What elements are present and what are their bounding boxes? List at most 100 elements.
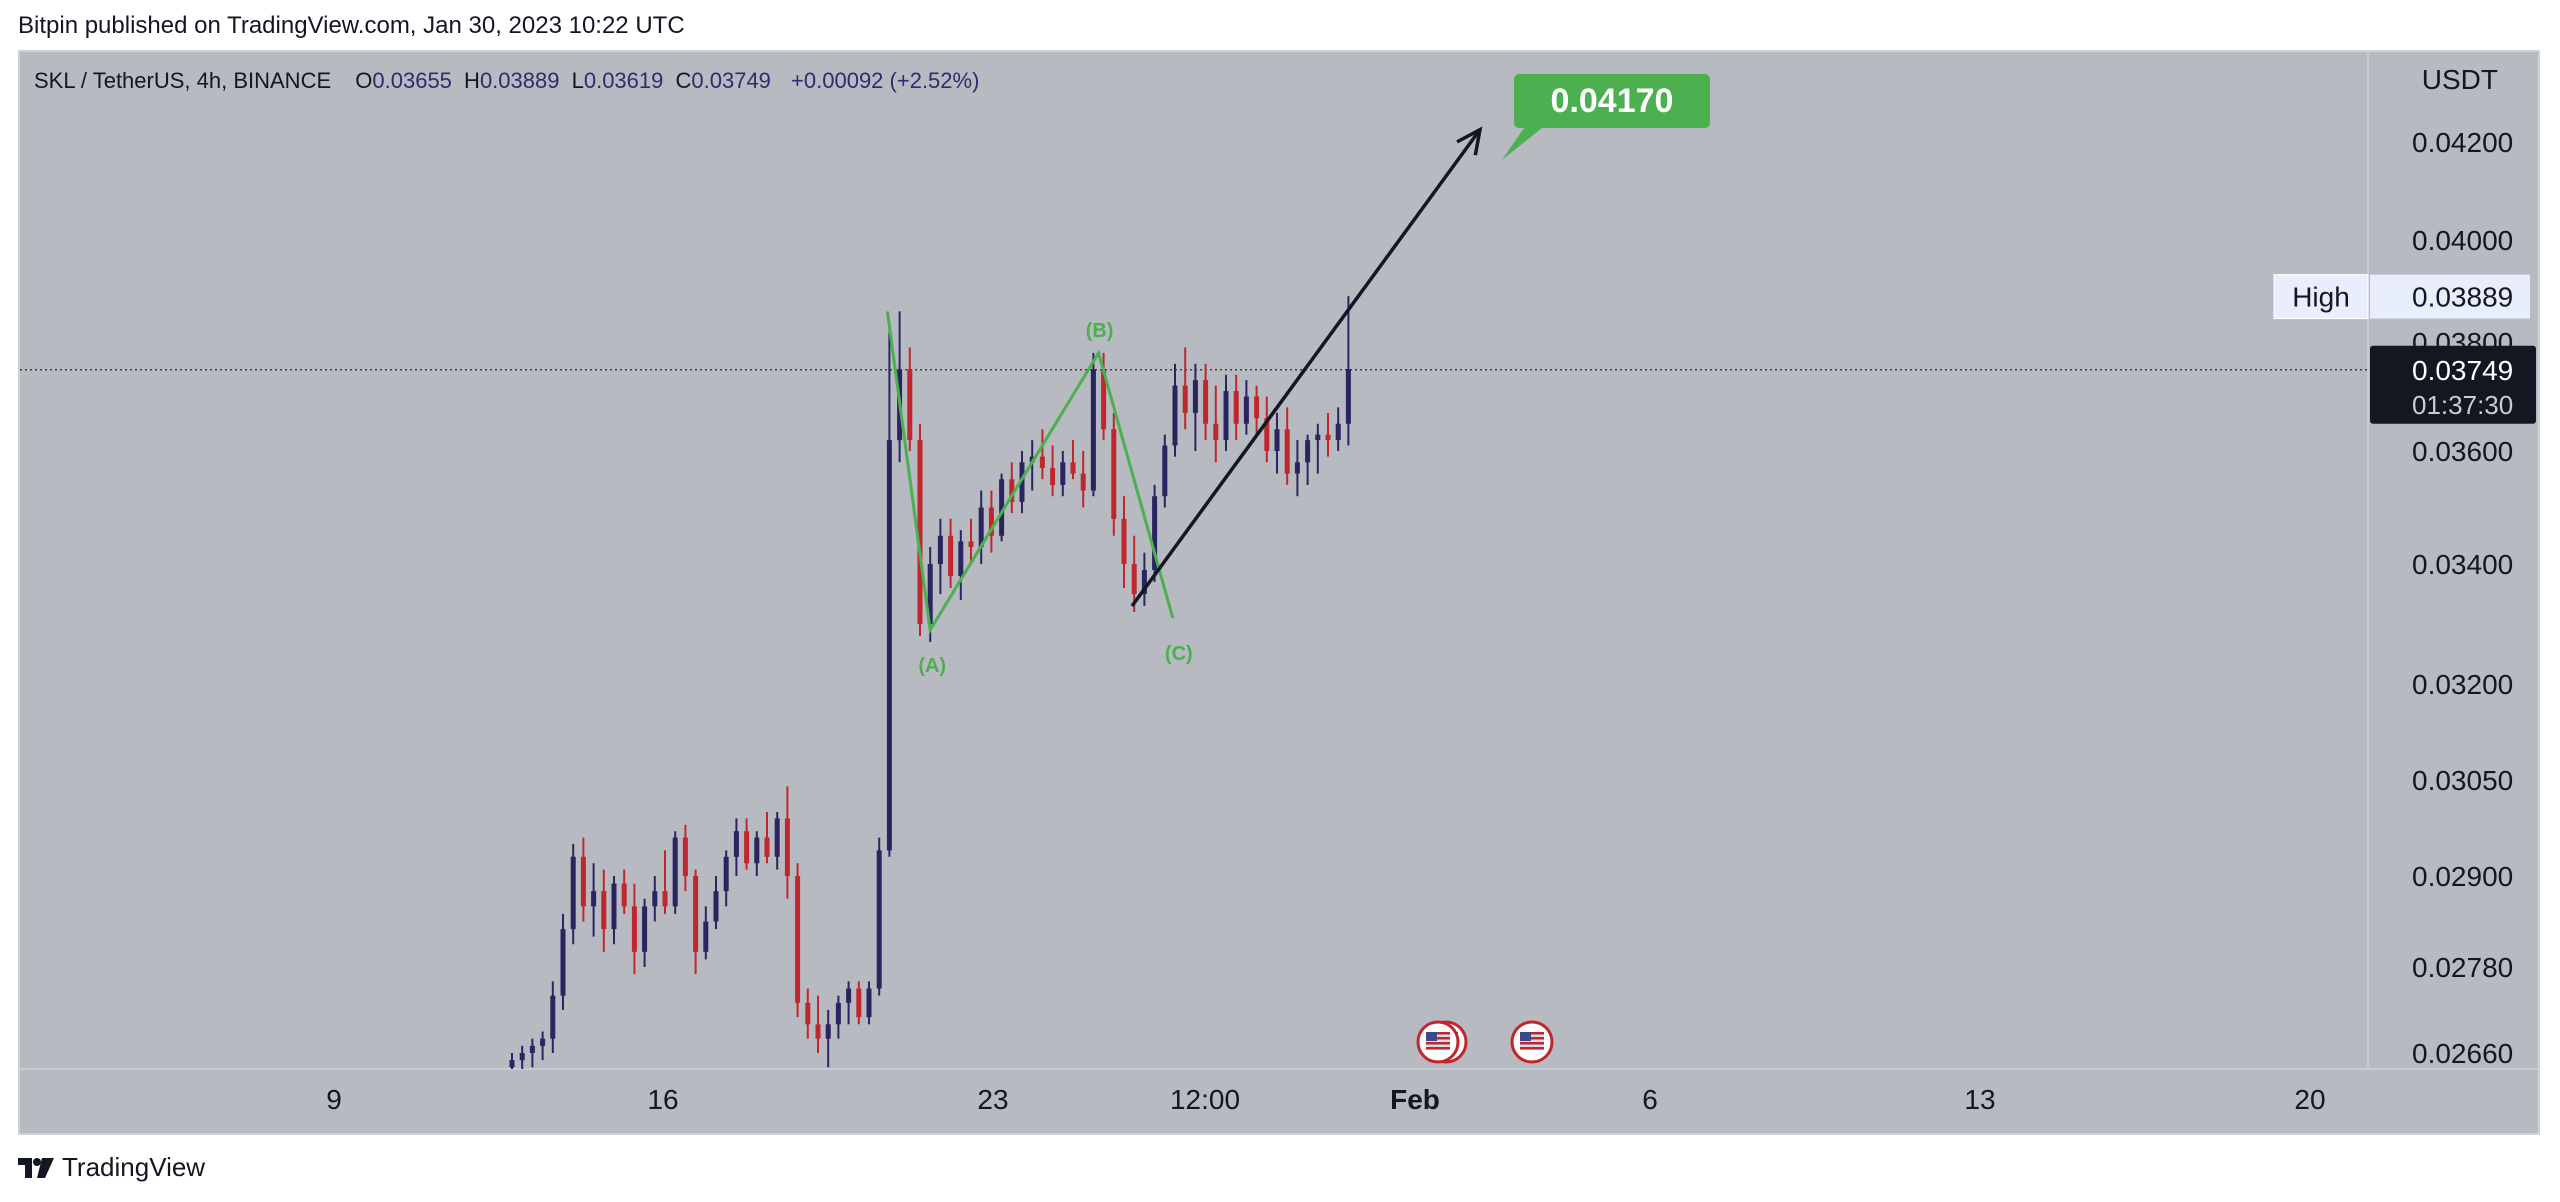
- candle[interactable]: [754, 831, 760, 876]
- candle[interactable]: [937, 518, 943, 594]
- candle[interactable]: [958, 530, 964, 600]
- candle[interactable]: [1233, 374, 1239, 441]
- tradingview-brand-text: TradingView: [62, 1152, 206, 1182]
- candle[interactable]: [1223, 374, 1229, 451]
- candle[interactable]: [835, 995, 841, 1039]
- candle[interactable]: [1203, 363, 1209, 441]
- candle[interactable]: [1121, 496, 1127, 588]
- candle[interactable]: [570, 844, 576, 945]
- candle[interactable]: [621, 869, 627, 914]
- candle[interactable]: [672, 831, 678, 914]
- candle[interactable]: [978, 490, 984, 564]
- forecast-arrow-line: [1130, 128, 1482, 608]
- candle[interactable]: [1192, 363, 1198, 451]
- candle-body: [846, 988, 852, 1003]
- candle-body: [1203, 380, 1209, 424]
- candle[interactable]: [1345, 296, 1351, 446]
- candle[interactable]: [1019, 451, 1025, 514]
- candle[interactable]: [1315, 423, 1321, 474]
- candle[interactable]: [1335, 407, 1341, 451]
- candle[interactable]: [723, 850, 729, 907]
- candle[interactable]: [1060, 451, 1066, 497]
- candle[interactable]: [876, 837, 882, 996]
- candle[interactable]: [631, 883, 637, 975]
- candle[interactable]: [1172, 363, 1178, 457]
- candle[interactable]: [1141, 552, 1147, 606]
- candle[interactable]: [733, 818, 739, 876]
- candle[interactable]: [907, 347, 913, 451]
- candle[interactable]: [1050, 445, 1056, 497]
- candle[interactable]: [856, 981, 862, 1025]
- candle[interactable]: [805, 988, 811, 1039]
- candle[interactable]: [1243, 380, 1249, 435]
- candle[interactable]: [968, 518, 974, 564]
- candle[interactable]: [540, 1031, 546, 1061]
- candle-body: [1090, 369, 1096, 491]
- candle[interactable]: [580, 837, 586, 922]
- us-flag-event-icon[interactable]: [1416, 1020, 1460, 1064]
- candle[interactable]: [784, 786, 790, 899]
- candle[interactable]: [1305, 434, 1311, 485]
- tradingview-logo[interactable]: TradingView: [18, 1152, 205, 1183]
- candle[interactable]: [1080, 451, 1086, 508]
- candle-body: [1070, 462, 1076, 474]
- candle[interactable]: [1152, 484, 1158, 582]
- wave-label: (B): [1086, 320, 1114, 342]
- candle[interactable]: [550, 981, 556, 1053]
- candle[interactable]: [591, 863, 597, 937]
- candle-body: [988, 507, 994, 536]
- candle[interactable]: [509, 1053, 515, 1082]
- open-label: O: [355, 68, 373, 93]
- candlestick-chart[interactable]: (A)(B)(C)0.041700.042000.040000.038000.0…: [20, 52, 2538, 1133]
- candle[interactable]: [642, 898, 648, 967]
- last-price-tag-box: [2370, 345, 2536, 424]
- candle[interactable]: [886, 331, 892, 857]
- candle-body: [529, 1045, 535, 1053]
- candle[interactable]: [1213, 385, 1219, 463]
- candle[interactable]: [1254, 385, 1260, 435]
- us-flag-event-icon[interactable]: [1510, 1020, 1554, 1064]
- candle[interactable]: [795, 863, 801, 1018]
- candle[interactable]: [601, 869, 607, 952]
- candle[interactable]: [815, 995, 821, 1053]
- candle[interactable]: [948, 518, 954, 588]
- candle[interactable]: [744, 818, 750, 870]
- chart-area[interactable]: (A) (B) (C) 0.04170 0.04200 0.04000 0.03800 0.0…: [18, 50, 2540, 1135]
- candle[interactable]: [917, 423, 923, 636]
- candle[interactable]: [1182, 347, 1188, 430]
- candle[interactable]: [1111, 412, 1117, 536]
- candle[interactable]: [999, 473, 1005, 542]
- candle[interactable]: [866, 981, 872, 1025]
- candle[interactable]: [652, 876, 658, 922]
- candle[interactable]: [1090, 352, 1096, 497]
- candle[interactable]: [1162, 434, 1168, 508]
- candle-body: [744, 831, 750, 864]
- candle[interactable]: [703, 906, 709, 960]
- candle-body: [1305, 440, 1311, 463]
- candle[interactable]: [519, 1045, 525, 1075]
- candle[interactable]: [774, 812, 780, 870]
- candle[interactable]: [1264, 396, 1270, 463]
- high-label-text: High: [2292, 282, 2350, 313]
- candle[interactable]: [1325, 412, 1331, 457]
- candle[interactable]: [1131, 535, 1137, 612]
- candle[interactable]: [825, 1010, 831, 1068]
- candle[interactable]: [662, 850, 668, 914]
- candle[interactable]: [1009, 462, 1015, 514]
- candle[interactable]: [560, 913, 566, 1010]
- candle[interactable]: [764, 812, 770, 864]
- candle[interactable]: [1039, 429, 1045, 480]
- candle[interactable]: [1070, 440, 1076, 480]
- candle[interactable]: [713, 876, 719, 930]
- target-callout[interactable]: 0.04170: [1502, 74, 1710, 160]
- candle[interactable]: [682, 824, 688, 892]
- candle[interactable]: [988, 490, 994, 553]
- symbol-name[interactable]: SKL / TetherUS, 4h, BINANCE: [34, 68, 332, 93]
- candle[interactable]: [693, 869, 699, 975]
- candle[interactable]: [529, 1038, 535, 1068]
- candle[interactable]: [611, 876, 617, 945]
- candle[interactable]: [1284, 407, 1290, 485]
- candle[interactable]: [1294, 440, 1300, 497]
- candle[interactable]: [1274, 412, 1280, 474]
- candle[interactable]: [846, 981, 852, 1025]
